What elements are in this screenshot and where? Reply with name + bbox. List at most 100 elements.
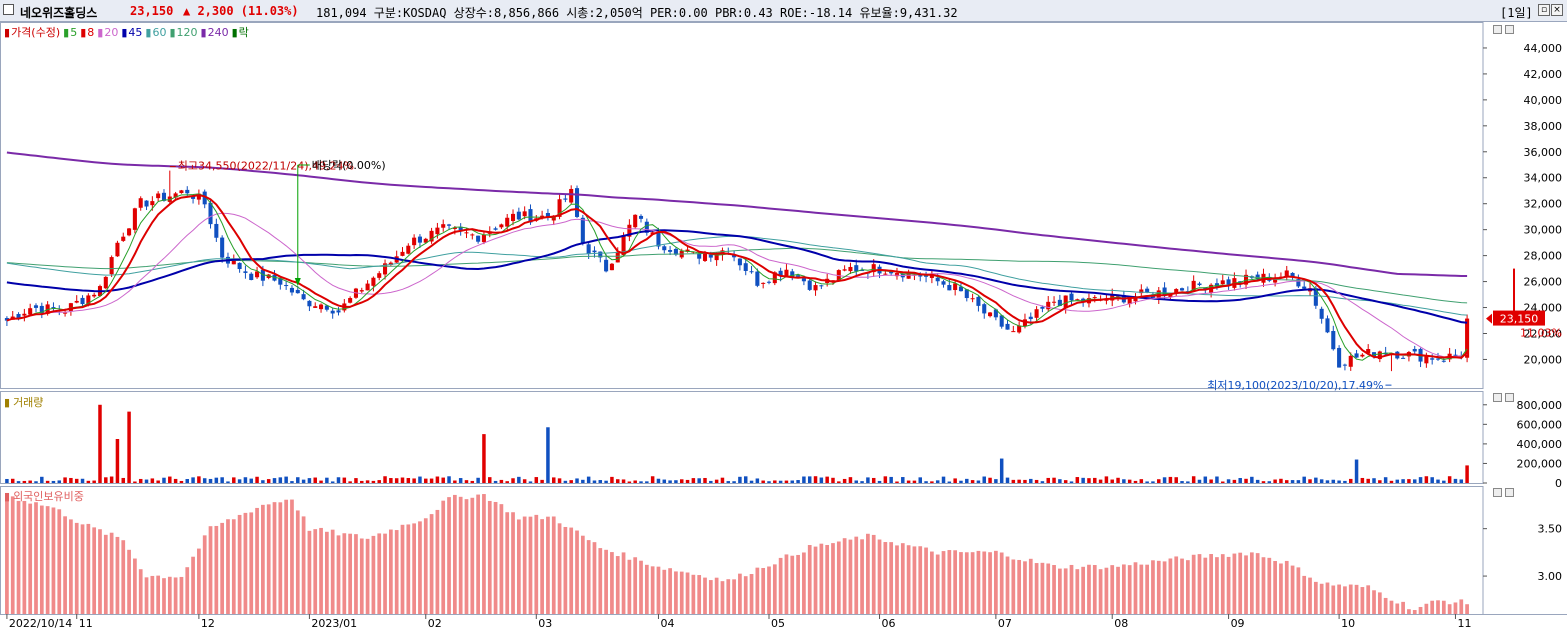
candle-body bbox=[161, 192, 167, 201]
foreign-bar bbox=[80, 524, 85, 614]
dividend-arrow bbox=[294, 278, 301, 286]
volume-bar bbox=[28, 480, 32, 483]
stock-chart[interactable]: 20,00022,00024,00026,00028,00030,00032,0… bbox=[0, 22, 1567, 630]
foreign-panel-close-icon[interactable] bbox=[1505, 488, 1514, 497]
legend-swatch-1: ▮ bbox=[63, 26, 70, 39]
foreign-bar bbox=[1226, 556, 1231, 614]
candle-body bbox=[1017, 325, 1022, 333]
candle-body bbox=[255, 271, 260, 278]
candle-body bbox=[662, 246, 667, 251]
candle-body bbox=[179, 190, 184, 194]
legend-item-5[interactable]: 60 bbox=[152, 26, 167, 39]
legend-item-4[interactable]: 45 bbox=[128, 26, 143, 39]
volume-bar bbox=[1285, 480, 1289, 483]
foreign-bar bbox=[1052, 565, 1056, 614]
foreign-bar bbox=[703, 577, 707, 614]
volume-bar bbox=[435, 476, 440, 483]
legend-item-7[interactable]: 240 bbox=[207, 26, 229, 39]
volume-bar bbox=[947, 481, 952, 483]
price-panel-close-icon[interactable] bbox=[1505, 25, 1514, 34]
volume-bar bbox=[45, 480, 50, 483]
volume-bar bbox=[290, 481, 294, 483]
candle-body bbox=[586, 244, 591, 254]
legend-swatch-0: ▮ bbox=[4, 26, 11, 39]
candle-body bbox=[1313, 288, 1318, 306]
candle-body bbox=[429, 230, 434, 242]
foreign-panel-max-icon[interactable] bbox=[1493, 488, 1502, 497]
foreign-bar bbox=[511, 512, 515, 614]
legend-swatch-6: ▮ bbox=[169, 26, 176, 39]
legend-item-1[interactable]: 5 bbox=[70, 26, 78, 39]
volume-bar bbox=[63, 477, 67, 483]
foreign-bar bbox=[772, 564, 777, 614]
volume-bar bbox=[1174, 477, 1178, 483]
foreign-bar bbox=[226, 519, 230, 614]
volume-panel-max-icon[interactable] bbox=[1493, 393, 1502, 402]
volume-bar bbox=[92, 480, 96, 483]
foreign-bar bbox=[28, 503, 33, 614]
volume-bar bbox=[1063, 480, 1068, 483]
candle-body bbox=[988, 312, 993, 317]
candle-body bbox=[191, 195, 196, 199]
candle-body bbox=[196, 193, 201, 200]
candle-body bbox=[417, 236, 422, 243]
candle-body bbox=[883, 273, 888, 275]
candle-body bbox=[1092, 297, 1097, 299]
foreign-bar bbox=[1360, 587, 1365, 614]
stock-info: 181,094 구분:KOSDAQ 상장수:8,856,866 시총:2,050… bbox=[316, 6, 958, 20]
legend-item-2[interactable]: 8 bbox=[87, 26, 95, 39]
volume-bar bbox=[1337, 480, 1341, 483]
volume-bar bbox=[842, 478, 847, 483]
volume-bar bbox=[930, 481, 934, 483]
candle-body bbox=[598, 251, 603, 258]
foreign-bar bbox=[74, 522, 79, 614]
volume-bar bbox=[354, 478, 358, 483]
volume-bar bbox=[1447, 476, 1452, 483]
legend-item-6[interactable]: 120 bbox=[176, 26, 198, 39]
legend-item-0[interactable]: 가격(수정) bbox=[11, 26, 61, 39]
volume-bar bbox=[1348, 478, 1353, 483]
current-price-box bbox=[1493, 310, 1545, 326]
restore-icon[interactable]: ▫ bbox=[1538, 4, 1550, 16]
foreign-bar bbox=[284, 499, 289, 614]
volume-bar bbox=[98, 404, 102, 483]
volume-bar bbox=[482, 434, 486, 483]
volume-bar bbox=[813, 476, 818, 483]
candle-body bbox=[778, 270, 783, 277]
volume-bar bbox=[1098, 479, 1103, 483]
foreign-bar bbox=[1430, 600, 1435, 614]
foreign-bar bbox=[1040, 562, 1045, 614]
volume-bar bbox=[1052, 477, 1056, 483]
candle-body bbox=[4, 318, 9, 321]
foreign-bar bbox=[470, 497, 475, 614]
volume-legend-label: 거래량 bbox=[13, 396, 44, 409]
volume-bar bbox=[1127, 479, 1132, 483]
candle-body bbox=[871, 264, 876, 273]
period-selector[interactable]: [1일] bbox=[1500, 6, 1533, 20]
legend-item-3[interactable]: 20 bbox=[104, 26, 119, 39]
candle-body bbox=[1162, 287, 1167, 296]
volume-bar bbox=[738, 476, 742, 483]
foreign-bar bbox=[272, 502, 277, 614]
foreign-bar bbox=[1203, 557, 1208, 614]
foreign-bar bbox=[1279, 563, 1283, 614]
foreign-bar bbox=[231, 519, 236, 614]
volume-panel-close-icon[interactable] bbox=[1505, 393, 1514, 402]
legend-item-8[interactable]: 락 bbox=[238, 26, 249, 39]
foreign-bar bbox=[1255, 553, 1260, 614]
volume-bar bbox=[1430, 477, 1434, 483]
foreign-bar bbox=[749, 574, 754, 614]
select-checkbox[interactable] bbox=[3, 4, 14, 15]
candle-body bbox=[319, 304, 324, 310]
foreign-bar bbox=[516, 519, 521, 614]
stock-name[interactable]: 네오위즈홀딩스 bbox=[20, 6, 98, 20]
foreign-bar bbox=[173, 577, 178, 614]
volume-bar bbox=[569, 480, 573, 483]
foreign-bar bbox=[1075, 569, 1080, 614]
close-icon[interactable]: × bbox=[1551, 4, 1563, 16]
candle-body bbox=[1238, 281, 1243, 283]
price-panel-max-icon[interactable] bbox=[1493, 25, 1502, 34]
foreign-bar bbox=[1127, 565, 1132, 614]
candle-body bbox=[103, 276, 108, 289]
candle-body bbox=[545, 212, 550, 218]
